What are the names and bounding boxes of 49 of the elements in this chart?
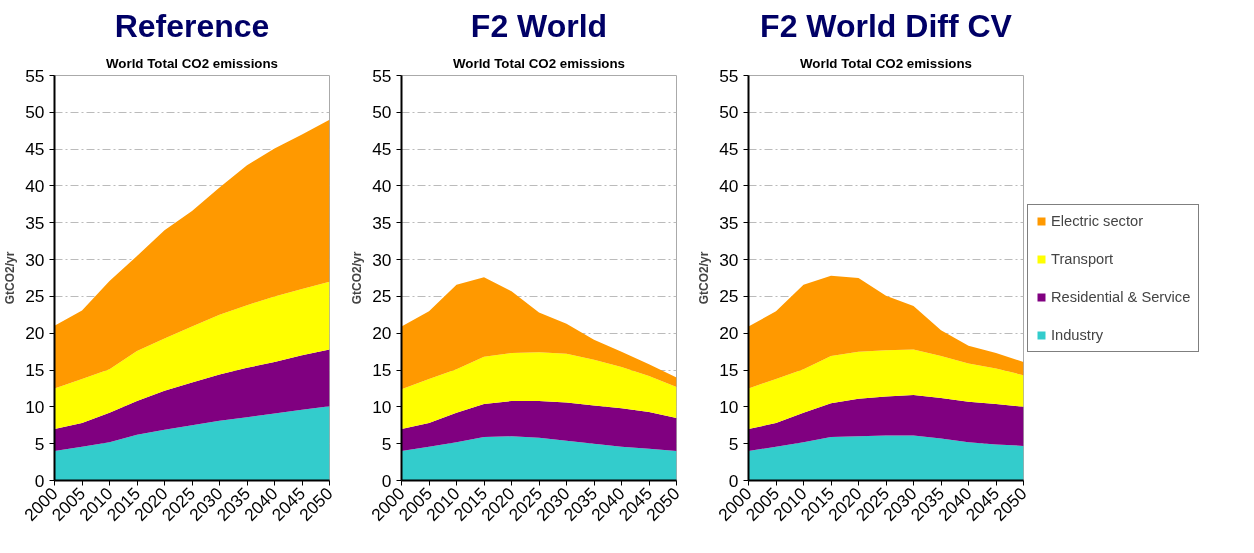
y-tick-label: 50: [25, 102, 45, 123]
y-tick-label: 20: [719, 323, 739, 344]
y-tick-label: 40: [372, 175, 392, 196]
chart-subtitle: World Total CO2 emissions: [799, 55, 973, 71]
y-tick-label: 40: [719, 175, 739, 196]
y-tick-label: 20: [25, 323, 45, 344]
chart-title: F2 World Diff CV: [760, 7, 1013, 44]
legend-label: Residential & Service: [1051, 288, 1191, 305]
y-tick-label: 50: [372, 102, 392, 123]
y-tick-label: 55: [719, 65, 739, 86]
y-tick-label: 35: [25, 212, 45, 233]
y-tick-label: 10: [719, 396, 739, 417]
y-tick-label: 40: [25, 175, 45, 196]
y-axis-title: GtCO2/yr: [350, 251, 365, 305]
y-tick-label: 20: [372, 323, 392, 344]
chart-title: Reference: [114, 7, 270, 44]
y-tick-label: 0: [728, 470, 739, 491]
y-tick-label: 0: [381, 470, 392, 491]
y-tick-label: 55: [25, 65, 45, 86]
y-tick-label: 35: [372, 212, 392, 233]
y-tick-label: 5: [728, 433, 739, 454]
y-tick-label: 30: [719, 249, 739, 270]
y-tick-label: 5: [34, 433, 45, 454]
y-tick-label: 0: [34, 470, 45, 491]
y-tick-label: 50: [719, 102, 739, 123]
y-tick-label: 35: [719, 212, 739, 233]
y-tick-label: 25: [719, 286, 739, 307]
y-axis-title: GtCO2/yr: [697, 251, 712, 305]
y-tick-label: 30: [372, 249, 392, 270]
y-tick-label: 45: [719, 139, 739, 160]
y-tick-label: 10: [372, 396, 392, 417]
legend-label: Industry: [1051, 326, 1105, 343]
y-tick-label: 10: [25, 396, 45, 417]
chart-title: F2 World: [470, 7, 608, 44]
y-tick-label: 30: [25, 249, 45, 270]
chart-subtitle: World Total CO2 emissions: [105, 55, 279, 71]
y-tick-label: 55: [372, 65, 392, 86]
chart-subtitle: World Total CO2 emissions: [452, 55, 626, 71]
y-tick-label: 5: [381, 433, 392, 454]
y-axis-title: GtCO2/yr: [3, 251, 18, 305]
legend-label: Transport: [1051, 250, 1114, 267]
y-tick-label: 15: [719, 360, 739, 381]
y-tick-label: 45: [372, 139, 392, 160]
y-tick-label: 25: [372, 286, 392, 307]
y-tick-label: 45: [25, 139, 45, 160]
y-tick-label: 15: [372, 360, 392, 381]
y-tick-label: 25: [25, 286, 45, 307]
y-tick-label: 15: [25, 360, 45, 381]
legend-label: Electric sector: [1051, 212, 1144, 229]
